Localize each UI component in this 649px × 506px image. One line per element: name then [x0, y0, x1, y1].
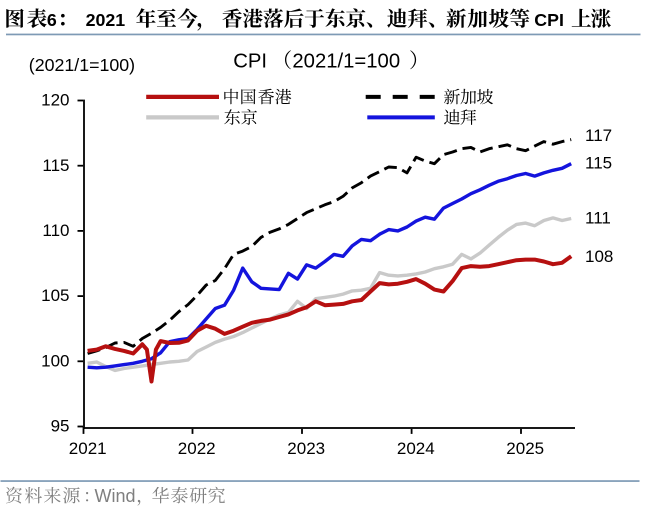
svg-text:2022: 2022	[178, 439, 216, 458]
svg-text:CPI: CPI	[534, 10, 564, 30]
svg-text:2024: 2024	[397, 439, 435, 458]
svg-text:2023: 2023	[287, 439, 325, 458]
svg-text:117: 117	[585, 126, 612, 145]
svg-text:110: 110	[42, 221, 69, 240]
svg-text:100: 100	[41, 351, 69, 370]
svg-text:111: 111	[585, 209, 611, 228]
svg-text:115: 115	[42, 156, 69, 175]
svg-text:95: 95	[51, 417, 70, 436]
svg-text:2021: 2021	[86, 10, 126, 30]
svg-text:2021: 2021	[69, 439, 107, 458]
svg-text:CPI: CPI	[233, 51, 267, 73]
svg-text:6: 6	[47, 10, 57, 30]
svg-text:2021/1=100: 2021/1=100	[292, 51, 400, 73]
svg-text:(2021/1=100): (2021/1=100)	[29, 55, 135, 75]
svg-text:115: 115	[585, 154, 612, 173]
svg-text:Wind: Wind	[95, 486, 136, 506]
svg-text:120: 120	[41, 91, 69, 110]
svg-text:2025: 2025	[506, 439, 544, 458]
svg-text:105: 105	[41, 286, 69, 305]
svg-text:108: 108	[585, 247, 613, 266]
